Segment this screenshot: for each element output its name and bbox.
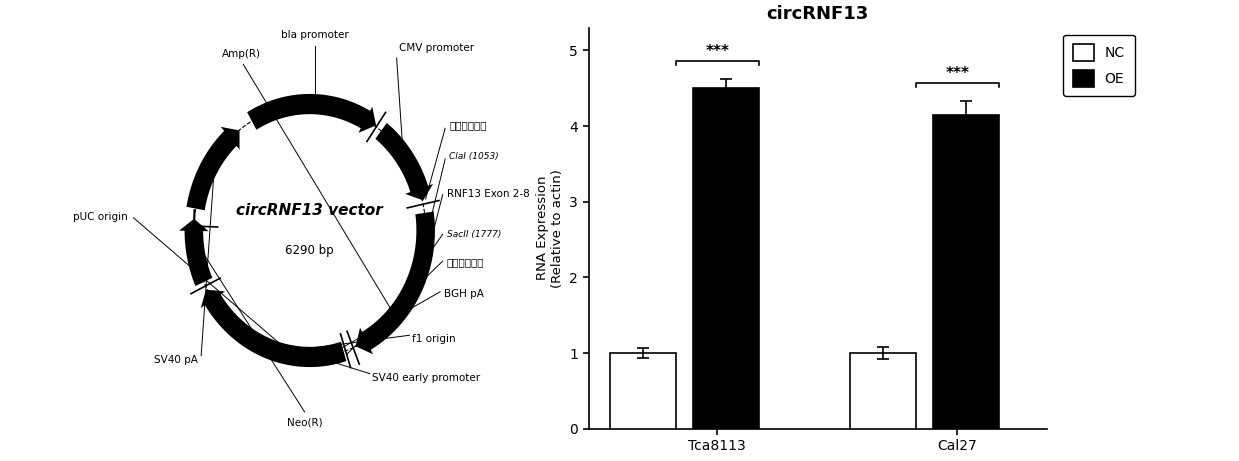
Text: 下游成环序列: 下游成环序列: [447, 257, 484, 267]
Text: Neo(R): Neo(R): [286, 418, 322, 427]
Polygon shape: [358, 107, 377, 133]
Text: Amp(R): Amp(R): [222, 49, 260, 59]
Legend: NC, OE: NC, OE: [1063, 35, 1135, 96]
Polygon shape: [203, 292, 347, 367]
Polygon shape: [247, 94, 373, 130]
Polygon shape: [185, 228, 212, 286]
Polygon shape: [201, 290, 225, 308]
Polygon shape: [221, 127, 239, 149]
Bar: [933, 115, 999, 429]
Text: circRNF13 vector: circRNF13 vector: [237, 203, 383, 218]
Text: pUC origin: pUC origin: [73, 213, 128, 222]
Polygon shape: [405, 184, 432, 201]
Text: SacII (1777): SacII (1777): [447, 230, 501, 239]
Bar: [850, 353, 916, 429]
Bar: [694, 88, 758, 429]
Text: ClaI (1053): ClaI (1053): [450, 152, 499, 161]
Text: 6290 bp: 6290 bp: [285, 244, 335, 257]
Polygon shape: [356, 328, 373, 354]
Text: CMV promoter: CMV promoter: [399, 43, 475, 53]
Text: 上游成环序列: 上游成环序列: [450, 120, 487, 130]
Text: ***: ***: [705, 44, 730, 59]
Polygon shape: [180, 219, 208, 231]
Text: bla promoter: bla promoter: [281, 30, 349, 40]
Polygon shape: [187, 129, 238, 210]
Polygon shape: [359, 212, 435, 351]
Title: circRNF13: circRNF13: [767, 6, 869, 24]
Polygon shape: [375, 123, 429, 195]
Text: SV40 early promoter: SV40 early promoter: [372, 373, 479, 383]
Text: RNF13 Exon 2-8: RNF13 Exon 2-8: [447, 189, 529, 199]
Y-axis label: RNA Expression
(Relative to actin): RNA Expression (Relative to actin): [535, 169, 564, 288]
Text: SV40 pA: SV40 pA: [154, 355, 198, 365]
Text: f1 origin: f1 origin: [413, 333, 456, 343]
Text: BGH pA: BGH pA: [444, 289, 484, 299]
Bar: [611, 353, 675, 429]
Text: ***: ***: [945, 65, 969, 81]
